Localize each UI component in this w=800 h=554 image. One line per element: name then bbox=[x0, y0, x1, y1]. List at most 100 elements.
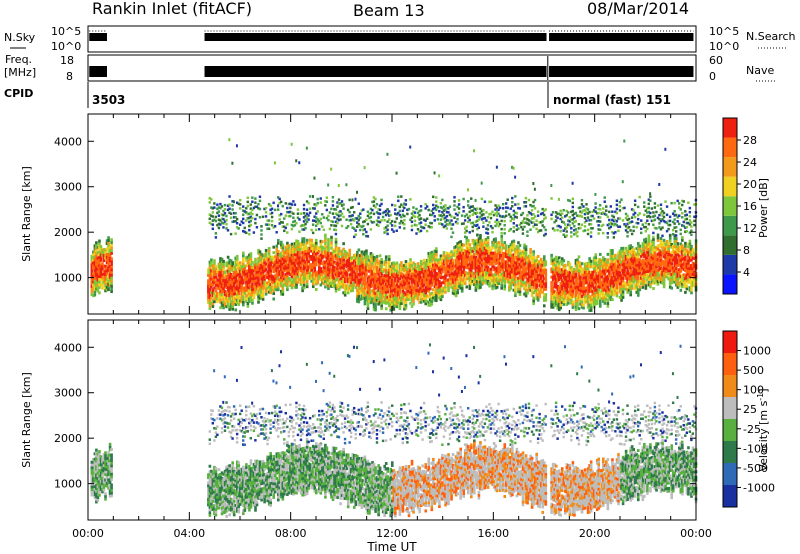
echo-cell bbox=[286, 282, 289, 286]
echo-cell bbox=[586, 283, 590, 287]
echo-cell bbox=[252, 290, 256, 294]
echo-cell bbox=[245, 278, 248, 282]
echo-cell bbox=[231, 304, 234, 308]
echo-cell bbox=[377, 208, 380, 211]
echo-cell bbox=[321, 251, 324, 255]
echo-cell bbox=[330, 246, 333, 250]
echo-cell bbox=[281, 265, 285, 269]
echo-cell bbox=[356, 288, 359, 292]
echo-cell bbox=[602, 256, 605, 260]
echo-cell bbox=[400, 266, 403, 270]
echo-cell bbox=[380, 274, 383, 278]
echo-cell bbox=[574, 228, 578, 231]
echo-cell bbox=[508, 285, 511, 289]
echo-cell bbox=[550, 300, 553, 304]
echo-cell bbox=[459, 278, 462, 282]
echo-cell bbox=[387, 298, 391, 302]
echo-cell bbox=[491, 284, 494, 288]
echo-cell bbox=[211, 294, 215, 298]
echo-cell bbox=[474, 272, 478, 276]
echo-cell bbox=[340, 212, 344, 215]
echo-cell bbox=[283, 263, 286, 267]
echo-cell bbox=[252, 285, 256, 289]
echo-cell bbox=[330, 243, 333, 247]
echo-cell bbox=[479, 244, 482, 248]
echo-cell bbox=[257, 284, 260, 288]
echo-cell bbox=[348, 284, 352, 288]
echo-cell bbox=[231, 277, 234, 281]
echo-cell bbox=[403, 214, 406, 218]
echo-cell bbox=[371, 272, 374, 276]
echo-cell bbox=[416, 270, 420, 274]
echo-cell bbox=[512, 226, 515, 229]
echo-cell bbox=[532, 217, 535, 220]
echo-cell bbox=[474, 212, 477, 215]
echo-cell bbox=[342, 207, 345, 210]
echo-cell bbox=[246, 255, 250, 259]
echo-cell bbox=[401, 295, 405, 299]
echo-cell bbox=[535, 297, 538, 301]
echo-cell bbox=[220, 296, 224, 300]
echo-cell bbox=[504, 252, 508, 256]
echo-cell bbox=[258, 296, 262, 300]
echo-cell bbox=[301, 240, 304, 244]
echo-cell bbox=[498, 267, 502, 271]
echo-cell bbox=[395, 264, 399, 268]
echo-cell bbox=[324, 247, 327, 251]
echo-cell bbox=[333, 216, 336, 219]
echo-cell bbox=[508, 247, 511, 251]
echo-cell bbox=[228, 258, 231, 262]
echo-cell bbox=[330, 238, 333, 242]
echo-cell bbox=[283, 269, 286, 273]
echo-cell bbox=[90, 268, 94, 272]
echo-cell bbox=[447, 223, 450, 226]
echo-cell bbox=[588, 303, 591, 307]
echo-cell bbox=[90, 260, 94, 264]
echo-cell bbox=[511, 259, 514, 263]
echo-cell bbox=[598, 301, 602, 305]
echo-cell bbox=[334, 262, 338, 266]
echo-cell bbox=[492, 276, 496, 280]
echo-cell bbox=[374, 286, 377, 290]
echo-cell bbox=[249, 223, 253, 227]
echo-cell bbox=[295, 159, 298, 163]
echo-cell bbox=[383, 298, 386, 302]
echo-cell bbox=[453, 200, 456, 203]
echo-cell bbox=[375, 265, 379, 269]
echo-cell bbox=[471, 229, 474, 233]
echo-cell bbox=[290, 259, 294, 263]
echo-cell bbox=[477, 267, 481, 271]
echo-cell bbox=[280, 281, 283, 285]
echo-cell bbox=[366, 257, 370, 261]
echo-cell bbox=[432, 296, 435, 300]
echo-cell bbox=[422, 226, 426, 230]
echo-cell bbox=[276, 288, 280, 292]
echo-cell bbox=[219, 300, 222, 304]
echo-cell bbox=[390, 264, 394, 268]
echo-cell bbox=[398, 226, 401, 229]
echo-cell bbox=[314, 241, 318, 245]
echo-cell bbox=[594, 266, 598, 270]
echo-cell bbox=[229, 300, 233, 304]
echo-cell bbox=[359, 212, 362, 215]
echo-cell bbox=[574, 286, 578, 290]
echo-cell bbox=[337, 265, 341, 269]
echo-cell bbox=[425, 275, 429, 279]
echo-cell bbox=[553, 293, 556, 297]
echo-cell bbox=[290, 253, 294, 257]
echo-cell bbox=[495, 269, 499, 273]
echo-cell bbox=[521, 211, 525, 215]
echo-cell bbox=[491, 276, 494, 280]
echo-cell bbox=[595, 274, 599, 278]
echo-cell bbox=[249, 279, 253, 283]
echo-cell bbox=[292, 245, 295, 249]
echo-cell bbox=[249, 263, 253, 267]
echo-cell bbox=[207, 298, 210, 302]
echo-cell bbox=[278, 253, 282, 257]
echo-cell bbox=[585, 219, 588, 222]
echo-cell bbox=[266, 270, 269, 274]
echo-cell bbox=[532, 299, 535, 303]
echo-cell bbox=[261, 281, 265, 285]
echo-cell bbox=[371, 261, 374, 265]
echo-cell bbox=[512, 221, 515, 225]
